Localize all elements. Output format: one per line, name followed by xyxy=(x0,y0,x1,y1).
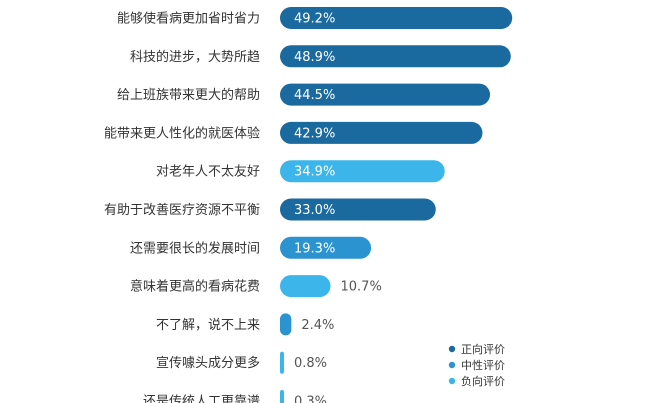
category-label: 宣传噱头成分更多 xyxy=(156,355,260,371)
legend-item: 正向评价 xyxy=(448,342,505,356)
value-label: 33.0% xyxy=(294,203,335,218)
bar xyxy=(280,83,491,106)
bar-row: 科技的进步，大势所趋 48.9% xyxy=(130,45,511,68)
category-label: 意味着更高的看病花费 xyxy=(130,279,260,295)
category-label: 科技的进步，大势所趋 xyxy=(130,49,260,65)
value-label: 0.3% xyxy=(294,395,327,403)
value-label: 49.2% xyxy=(294,12,335,27)
category-label: 有助于改善医疗资源不平衡 xyxy=(104,202,260,218)
bar xyxy=(280,198,436,221)
category-label: 能带来更人性化的就医体验 xyxy=(104,125,260,141)
category-label: 不了解，说不上来 xyxy=(156,318,260,333)
bar xyxy=(280,351,284,374)
category-label: 对老年人不太友好 xyxy=(156,164,260,180)
bar-row: 还是传统人工更靠谱 0.3% xyxy=(143,390,327,403)
legend-item: 中性评价 xyxy=(448,358,505,372)
bar xyxy=(280,313,292,336)
legend-item: 负向评价 xyxy=(448,374,505,388)
bar-row: 意味着更高的看病花费 10.7% xyxy=(130,275,382,298)
value-label: 34.9% xyxy=(294,165,335,180)
value-label: 19.3% xyxy=(294,241,335,256)
legend-marker xyxy=(448,361,456,369)
bar xyxy=(280,275,331,298)
legend-label: 负向评价 xyxy=(461,374,505,388)
legend-marker xyxy=(448,345,456,353)
bar-row: 还需要很长的发展时间 19.3% xyxy=(130,236,372,259)
bar-row: 能带来更人性化的就医体验 42.9% xyxy=(104,121,483,144)
value-label: 42.9% xyxy=(294,126,335,141)
legend-marker xyxy=(448,377,456,385)
bar xyxy=(280,121,483,144)
bar-row: 宣传噱头成分更多 0.8% xyxy=(156,351,327,374)
category-label: 还需要很长的发展时间 xyxy=(130,240,260,256)
category-label: 能够使看病更加省时省力 xyxy=(117,11,260,27)
bar xyxy=(280,390,284,403)
value-label: 48.9% xyxy=(294,50,335,65)
bar xyxy=(280,160,445,183)
bar xyxy=(280,236,372,259)
bar-row: 有助于改善医疗资源不平衡 33.0% xyxy=(104,198,436,221)
category-label: 给上班族带来更大的帮助 xyxy=(117,87,260,103)
legend-label: 中性评价 xyxy=(461,358,505,372)
bar-row: 不了解，说不上来 2.4% xyxy=(156,313,334,336)
category-label: 还是传统人工更靠谱 xyxy=(143,395,260,403)
value-label: 2.4% xyxy=(301,318,334,333)
bar-row: 对老年人不太友好 34.9% xyxy=(156,160,445,183)
bar xyxy=(280,7,513,29)
bar-row: 给上班族带来更大的帮助 44.5% xyxy=(117,83,491,106)
value-label: 0.8% xyxy=(294,356,327,371)
bar-row: 能够使看病更加省时省力 49.2% xyxy=(117,7,513,29)
value-label: 44.5% xyxy=(294,88,335,103)
chart-rows: 能够使看病更加省时省力 49.2% 科技的进步，大势所趋 48.9% 给上班族带来更大的… xyxy=(104,7,513,403)
bar xyxy=(280,45,511,68)
value-label: 10.7% xyxy=(341,280,382,295)
legend-label: 正向评价 xyxy=(461,342,505,356)
